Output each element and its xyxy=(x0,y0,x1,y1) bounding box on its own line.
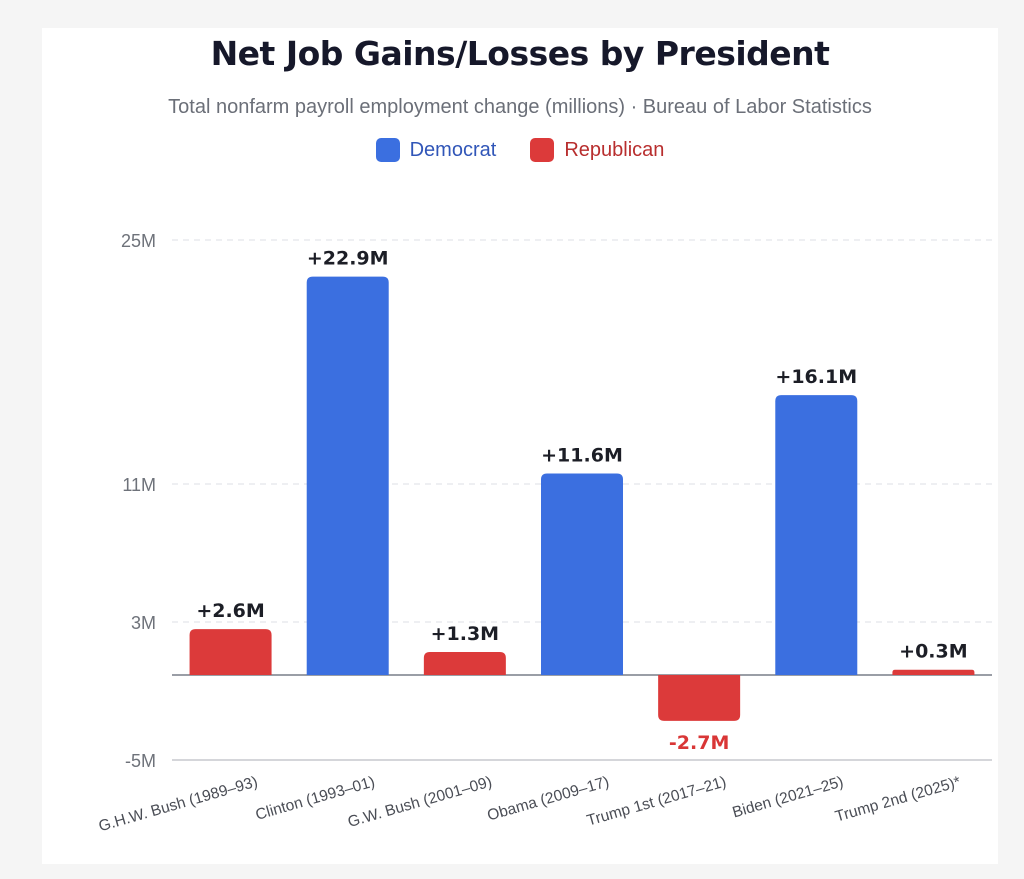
y-tick-label: 3M xyxy=(131,613,156,633)
data-label: +0.3M xyxy=(899,641,968,663)
bar-republican xyxy=(423,652,506,675)
legend: Democrat Republican xyxy=(42,138,998,162)
bar-democrat xyxy=(775,395,858,675)
data-label: +16.1M xyxy=(775,366,857,388)
data-label: +1.3M xyxy=(431,623,500,645)
bar-democrat xyxy=(306,276,389,675)
bar-chart: -5M 3M 11M 25M +2.6M G.H.W. Bush (1989–93) +22… xyxy=(97,231,992,836)
chart-card: Net Job Gains/Losses by President Total … xyxy=(42,28,998,864)
bar-democrat xyxy=(541,473,623,675)
y-tick-label: -5M xyxy=(125,751,156,771)
data-label: -2.7M xyxy=(669,732,729,754)
legend-item-republican: Republican xyxy=(530,138,664,162)
y-tick-label: 11M xyxy=(122,475,156,495)
data-label: +2.6M xyxy=(196,600,265,622)
legend-item-democrat: Democrat xyxy=(375,138,497,162)
x-tick-label: Trump 2nd (2025)* xyxy=(833,774,962,826)
x-tick-label: G.H.W. Bush (1989–93) xyxy=(97,774,260,836)
x-tick-label: Biden (2021–25) xyxy=(731,774,846,822)
data-label: +11.6M xyxy=(541,445,623,467)
legend-swatch-democrat xyxy=(375,138,400,162)
bar-republican xyxy=(658,675,741,721)
legend-label-republican: Republican xyxy=(564,138,665,161)
bar-republican xyxy=(892,669,975,675)
data-label: +22.9M xyxy=(307,248,389,270)
legend-swatch-republican xyxy=(530,138,555,162)
chart-subtitle: Total nonfarm payroll employment change … xyxy=(168,96,872,118)
chart-title: Net Job Gains/Losses by President xyxy=(210,34,830,73)
legend-label-democrat: Democrat xyxy=(409,138,497,161)
y-tick-label: 25M xyxy=(121,231,156,251)
bar-republican xyxy=(189,629,272,675)
